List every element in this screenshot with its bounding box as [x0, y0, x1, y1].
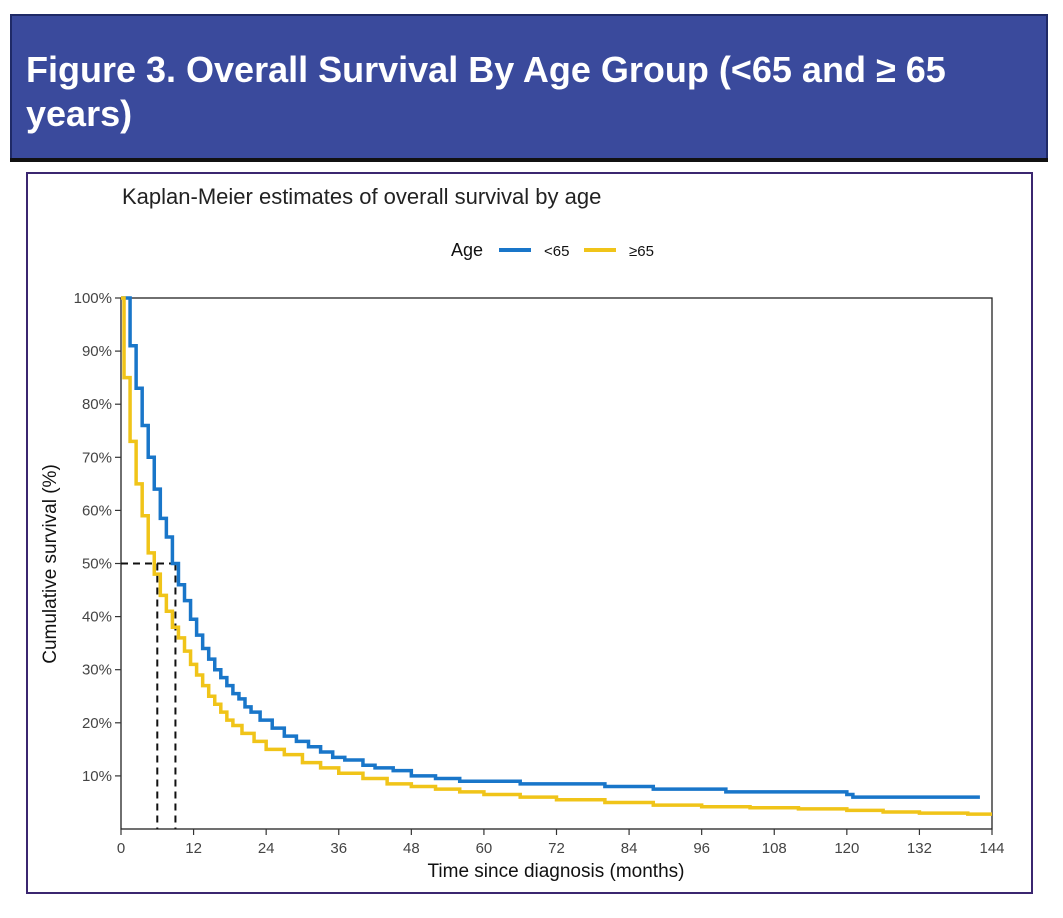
- x-tick-label: 12: [185, 840, 202, 857]
- survival-curve-65plus: [121, 296, 992, 816]
- legend-title: Age: [451, 240, 483, 260]
- median-reference-lines: [121, 562, 177, 829]
- x-tick-label: 132: [907, 840, 932, 857]
- y-tick-label: 30%: [82, 662, 112, 679]
- x-tick-label: 72: [548, 840, 565, 857]
- survival-curves: [121, 296, 992, 816]
- x-tick-label: 36: [330, 840, 347, 857]
- legend-label-65plus: ≥65: [629, 243, 654, 260]
- y-tick-label: 100%: [74, 290, 112, 307]
- x-tick-label: 108: [762, 840, 787, 857]
- y-tick-label: 70%: [82, 449, 112, 466]
- chart-panel: [26, 172, 1033, 894]
- y-tick-label: 60%: [82, 502, 112, 519]
- y-tick-label: 20%: [82, 715, 112, 732]
- x-tick-label: 48: [403, 840, 420, 857]
- figure-banner: Figure 3. Overall Survival By Age Group …: [10, 14, 1048, 160]
- figure-title: Figure 3. Overall Survival By Age Group …: [26, 49, 946, 134]
- x-tick-label: 144: [979, 840, 1004, 857]
- y-tick-label: 80%: [82, 396, 112, 413]
- x-tick-label: 96: [693, 840, 710, 857]
- x-axis-label: Time since diagnosis (months): [428, 861, 685, 882]
- banner-divider: [10, 158, 1048, 162]
- y-tick-label: 40%: [82, 609, 112, 626]
- y-tick-label: 10%: [82, 768, 112, 785]
- y-axis-label: Cumulative survival (%): [40, 464, 61, 664]
- survival-curve-under65: [121, 296, 980, 799]
- y-tick-label: 50%: [82, 556, 112, 573]
- x-tick-label: 24: [258, 840, 275, 857]
- plot-area: [120, 297, 993, 830]
- x-tick-label: 60: [476, 840, 493, 857]
- legend-label-under65: <65: [544, 243, 569, 260]
- legend: Age <65 ≥65: [451, 240, 654, 260]
- y-tick-label: 90%: [82, 343, 112, 360]
- x-tick-label: 120: [834, 840, 859, 857]
- chart-title: Kaplan-Meier estimates of overall surviv…: [122, 184, 601, 209]
- x-tick-label: 84: [621, 840, 638, 857]
- axis-ticks: 0 12 24 36 48 60 72 84 96 108 120 132 144 10% 20% 30% 40…: [74, 290, 1005, 857]
- x-tick-label: 0: [117, 840, 125, 857]
